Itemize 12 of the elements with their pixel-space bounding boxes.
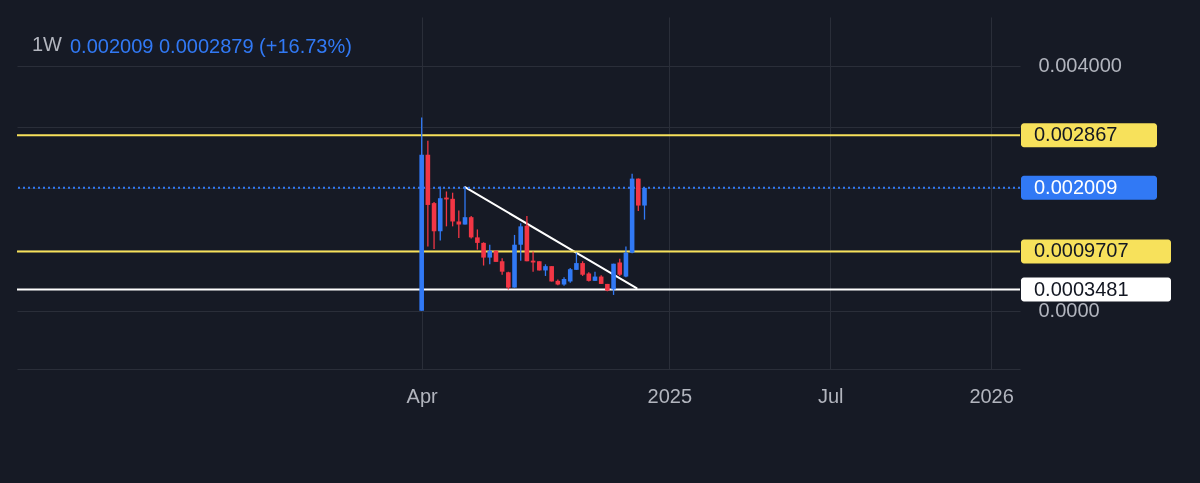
x-tick-label: 2026 — [969, 384, 1014, 407]
ref-line-label: 0.0003481 — [1034, 277, 1129, 300]
x-tick-label: 2025 — [647, 384, 693, 407]
text: 0.002009 0.0002879 (+16.73%) — [70, 35, 352, 57]
x-tick-label: Apr — [406, 384, 439, 407]
x-tick-label: Jul — [817, 384, 844, 407]
y-tick-label: 0.0000 — [1038, 299, 1100, 322]
ref-line-label: 0.002867 — [1034, 123, 1118, 146]
text: 1W — [32, 33, 63, 55]
y-tick-label: 0.004000 — [1038, 54, 1122, 77]
ref-line-label: 0.0009707 — [1034, 239, 1129, 262]
ref-line-label: 0.002009 — [1034, 175, 1118, 198]
